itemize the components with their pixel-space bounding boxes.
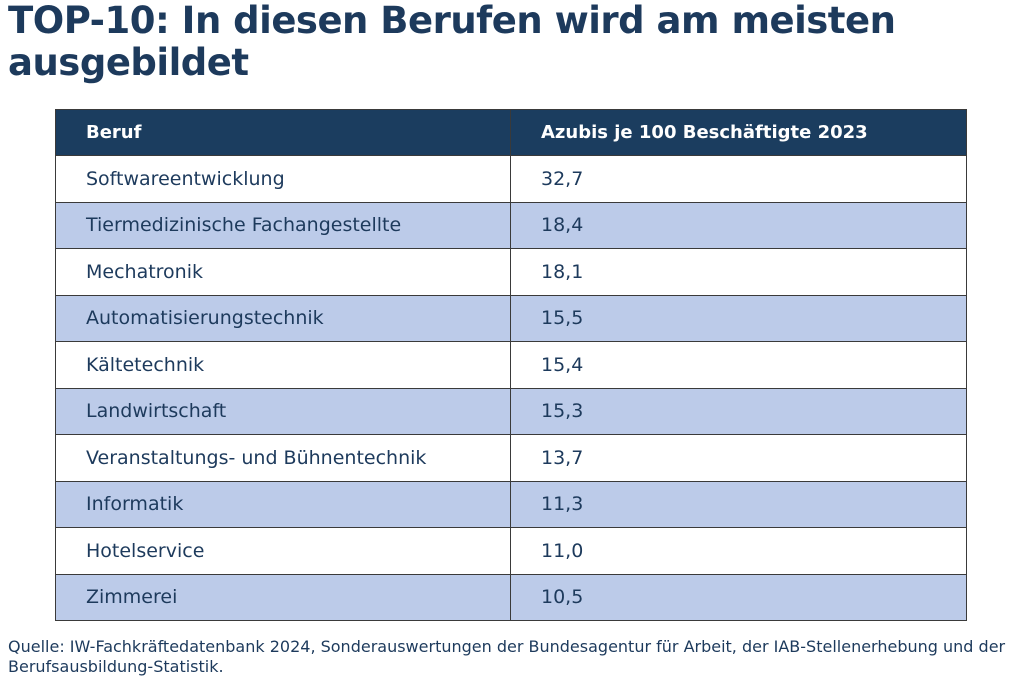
table-row: Mechatronik 18,1	[55, 248, 967, 296]
occupation-cell: Automatisierungstechnik	[55, 294, 511, 342]
source-note: Quelle: IW-Fachkräftedatenbank 2024, Son…	[8, 637, 1006, 676]
value-cell: 18,4	[510, 201, 967, 249]
occupation-cell: Hotelservice	[55, 527, 511, 575]
value-cell: 15,4	[510, 341, 967, 389]
occupation-cell: Kältetechnik	[55, 341, 511, 389]
occupation-cell: Informatik	[55, 480, 511, 528]
table-row: Automatisierungstechnik 15,5	[55, 294, 967, 342]
occupation-cell: Tiermedizinische Fachangestellte	[55, 201, 511, 249]
occupation-cell: Landwirtschaft	[55, 387, 511, 435]
table-row: Tiermedizinische Fachangestellte 18,4	[55, 201, 967, 249]
occupation-cell: Zimmerei	[55, 573, 511, 621]
table-body: Softwareentwicklung 32,7 Tiermedizinische …	[55, 155, 967, 621]
value-cell: 18,1	[510, 248, 967, 296]
value-cell: 32,7	[510, 155, 967, 203]
table-head: Beruf Azubis je 100 Beschäftigte 2023	[55, 109, 967, 156]
value-cell: 10,5	[510, 573, 967, 621]
table-row: Veranstaltungs- und Bühnentechnik 13,7	[55, 434, 967, 482]
column-header: Azubis je 100 Beschäftigte 2023	[510, 109, 967, 156]
table-row: Kältetechnik 15,4	[55, 341, 967, 389]
title: TOP-10: In diesen Berufen wird am meiste…	[8, 0, 896, 84]
table-row: Hotelservice 11,0	[55, 527, 967, 575]
table-row: Informatik 11,3	[55, 480, 967, 528]
occupation-cell: Mechatronik	[55, 248, 511, 296]
table: Beruf Azubis je 100 Beschäftigte 2023 Sof…	[55, 109, 967, 621]
table-row: Landwirtschaft 15,3	[55, 387, 967, 435]
header-row: Beruf Azubis je 100 Beschäftigte 2023	[55, 109, 967, 156]
value-cell: 15,5	[510, 294, 967, 342]
column-header: Beruf	[55, 109, 511, 156]
occupation-cell: Veranstaltungs- und Bühnentechnik	[55, 434, 511, 482]
value-cell: 15,3	[510, 387, 967, 435]
occupation-cell: Softwareentwicklung	[55, 155, 511, 203]
table-row: Softwareentwicklung 32,7	[55, 155, 967, 203]
value-cell: 11,3	[510, 480, 967, 528]
value-cell: 11,0	[510, 527, 967, 575]
value-cell: 13,7	[510, 434, 967, 482]
table-row: Zimmerei 10,5	[55, 573, 967, 621]
